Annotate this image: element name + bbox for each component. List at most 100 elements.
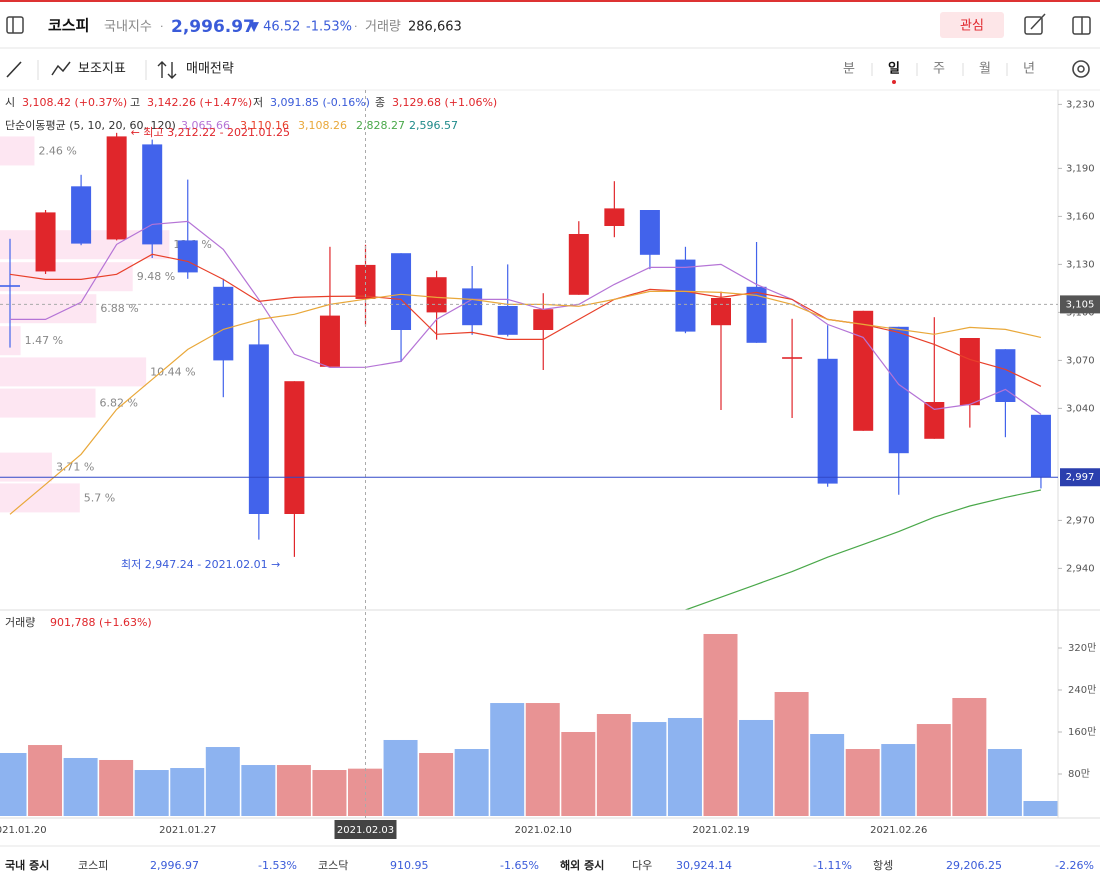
index-change: -1.11% bbox=[813, 859, 852, 872]
candle-body bbox=[959, 338, 980, 406]
y2-tick-label: 80만 bbox=[1068, 768, 1090, 780]
x-tick-label: 2021.01.20 bbox=[0, 825, 47, 836]
period-button[interactable]: 일 bbox=[888, 62, 900, 77]
index-name: 코스피 bbox=[78, 859, 108, 872]
settings-icon bbox=[1077, 65, 1085, 73]
candle-body bbox=[142, 144, 163, 245]
x-tick-label: 2021.02.03 bbox=[337, 825, 394, 836]
ma-line bbox=[9, 290, 1042, 515]
stock-name: 코스피 bbox=[48, 17, 89, 35]
y-tick-label: 3,190 bbox=[1066, 163, 1095, 174]
ma-value: 3,110.16 bbox=[240, 119, 289, 132]
candle-body bbox=[568, 234, 589, 295]
volume-bar bbox=[916, 724, 951, 816]
candle-body bbox=[604, 208, 625, 226]
indicator-button[interactable]: 보조지표 bbox=[78, 62, 126, 77]
period-button[interactable]: 주 bbox=[933, 62, 945, 77]
y2-tick-label: 320만 bbox=[1068, 642, 1096, 654]
ohlc-value: 3,108.42 (+0.37%) bbox=[22, 96, 127, 109]
active-dot bbox=[892, 80, 896, 84]
candle-body bbox=[1030, 414, 1051, 478]
current-price-box bbox=[1060, 468, 1100, 487]
volume-legend-label: 거래량 bbox=[5, 616, 35, 629]
volume-bar bbox=[134, 770, 169, 816]
ohlc-label: 종 bbox=[375, 96, 385, 109]
strategy-button[interactable]: 매매전략 bbox=[186, 62, 234, 77]
profile-label: 1.47 % bbox=[25, 334, 63, 347]
volume-bar bbox=[952, 697, 987, 816]
watch-button[interactable] bbox=[940, 12, 1004, 38]
y-tick-label: 3,230 bbox=[1066, 99, 1095, 110]
y-tick-label: 3,130 bbox=[1066, 259, 1095, 270]
ma-value: 3,108.26 bbox=[298, 119, 347, 132]
separator: · bbox=[160, 20, 164, 33]
index-value: 910.95 bbox=[390, 859, 429, 872]
volume-bar bbox=[987, 749, 1022, 816]
candle-body bbox=[213, 286, 234, 361]
y-tick-label: 3,040 bbox=[1066, 403, 1095, 414]
volume-bar bbox=[525, 703, 560, 816]
volume-bar bbox=[703, 633, 738, 816]
watch-label: 관심 bbox=[960, 19, 984, 34]
profile-bar bbox=[0, 136, 35, 166]
volume-bar bbox=[810, 734, 845, 816]
volume-bar bbox=[419, 753, 454, 816]
candle-body bbox=[888, 326, 909, 454]
volume-bar bbox=[241, 765, 276, 816]
candle-body bbox=[675, 259, 696, 332]
y2-tick-label: 240만 bbox=[1068, 684, 1096, 696]
volume-bar bbox=[454, 749, 489, 816]
volume-bar bbox=[774, 692, 809, 816]
volume-bar bbox=[881, 744, 916, 816]
ohlc-label: 시 bbox=[5, 96, 15, 109]
date-highlight bbox=[334, 820, 397, 839]
indicator-icon bbox=[51, 61, 71, 76]
y-tick-label: 2,970 bbox=[1066, 515, 1095, 526]
candle-body bbox=[639, 210, 660, 255]
candle-body bbox=[71, 186, 92, 244]
y2-tick-label: 160만 bbox=[1068, 726, 1096, 738]
edit-icon[interactable] bbox=[1024, 16, 1043, 35]
candle-body bbox=[462, 288, 483, 326]
volume-bar bbox=[667, 717, 702, 816]
index-name: 항셍 bbox=[873, 859, 893, 872]
change-pct: -1.53% bbox=[306, 20, 352, 35]
volume-bar bbox=[739, 719, 774, 816]
y-tick-label: 3,160 bbox=[1066, 211, 1095, 222]
volume-panel bbox=[0, 633, 1058, 816]
period-button[interactable]: 년 bbox=[1023, 62, 1035, 77]
candle-body bbox=[746, 286, 767, 343]
ma-title: 단순이동평균 (5, 10, 20, 60, 120) bbox=[5, 119, 176, 132]
draw-tool[interactable] bbox=[6, 61, 22, 78]
candle-body bbox=[35, 212, 56, 272]
x-tick-label: 2021.01.27 bbox=[159, 825, 216, 836]
volume-bar bbox=[845, 749, 880, 816]
footer-overseas: 해외 증시 bbox=[560, 858, 604, 872]
high-annotation: ← 최고 3,212.22 - 2021.01.25 bbox=[131, 126, 290, 139]
period-button[interactable]: 분 bbox=[843, 62, 855, 77]
index-value: 2,996.97 bbox=[150, 859, 199, 872]
candle-body bbox=[355, 264, 376, 299]
index-value: 30,924.14 bbox=[676, 859, 732, 872]
volume-bar bbox=[561, 732, 596, 816]
volume-bar bbox=[383, 739, 418, 816]
volume-bar bbox=[170, 768, 205, 816]
index-name: 코스닥 bbox=[318, 859, 348, 872]
ma-value: 2,828.27 bbox=[356, 119, 405, 132]
y-tick-label: 3,070 bbox=[1066, 355, 1095, 366]
settings-icon[interactable] bbox=[1072, 60, 1090, 78]
period-button[interactable]: 월 bbox=[979, 62, 991, 77]
ohlc-value: 3,142.26 (+1.47%) bbox=[147, 96, 252, 109]
change: ▼ 46.52 bbox=[249, 20, 300, 35]
volume-bar bbox=[63, 757, 98, 816]
volume-legend-value: 901,788 (+1.63%) bbox=[50, 616, 152, 629]
index-change: -2.26% bbox=[1055, 859, 1094, 872]
profile-label: 10.44 % bbox=[150, 365, 195, 378]
candle-body bbox=[924, 402, 945, 439]
ohlc-label: 저 bbox=[253, 96, 263, 109]
candle-body bbox=[853, 310, 874, 431]
separator: · bbox=[354, 20, 358, 33]
candle-body bbox=[533, 309, 554, 330]
crosshair-price-box bbox=[1060, 295, 1100, 314]
sidebar-icon[interactable] bbox=[6, 16, 24, 34]
